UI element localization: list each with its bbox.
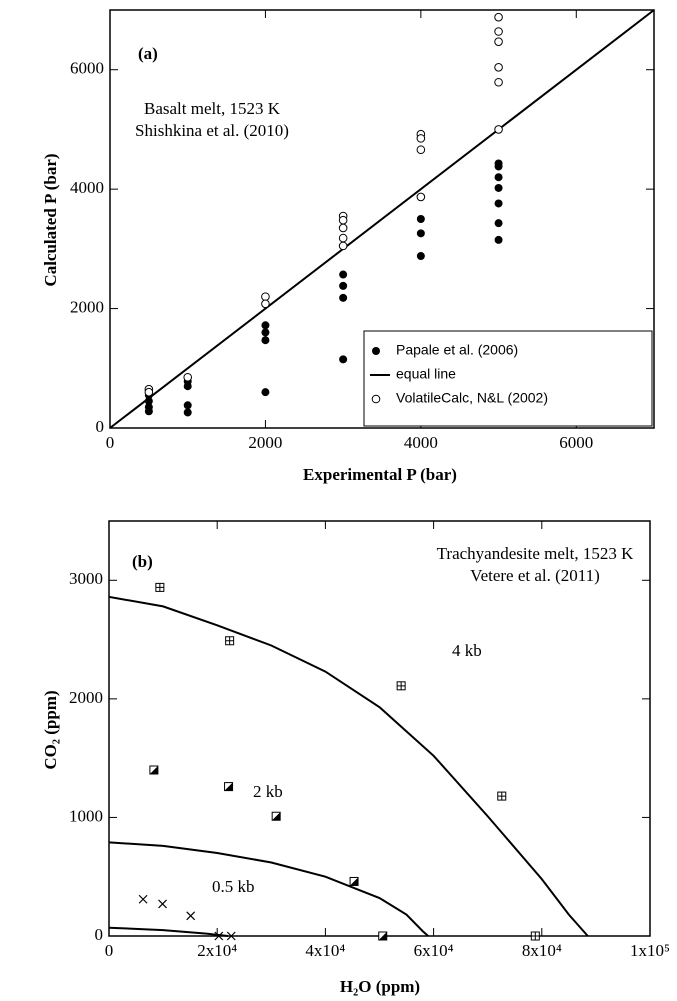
point bbox=[214, 931, 224, 941]
point bbox=[339, 355, 348, 364]
point bbox=[378, 931, 388, 941]
x-tick-label: 6x10⁴ bbox=[414, 941, 454, 960]
point bbox=[494, 37, 503, 46]
point bbox=[349, 876, 359, 886]
x-tick-label: 0 bbox=[105, 941, 114, 960]
legend-box bbox=[363, 330, 653, 427]
y-tick-label: 3000 bbox=[69, 569, 103, 588]
line bbox=[108, 841, 429, 937]
point bbox=[416, 134, 426, 143]
legend-swatch bbox=[371, 394, 381, 404]
point bbox=[494, 183, 503, 192]
annotation: Basalt melt, 1523 K bbox=[144, 99, 281, 118]
x-tick-label: 4x10⁴ bbox=[305, 941, 345, 960]
point bbox=[338, 233, 348, 243]
line bbox=[108, 595, 589, 937]
point bbox=[158, 899, 167, 909]
legend-label: equal line bbox=[396, 366, 456, 382]
point bbox=[183, 382, 192, 391]
point bbox=[494, 219, 503, 228]
point bbox=[261, 388, 270, 397]
legend-label: VolatileCalc, N&L (2002) bbox=[396, 390, 548, 406]
point bbox=[494, 12, 503, 22]
point bbox=[339, 293, 348, 302]
point bbox=[224, 782, 234, 792]
point bbox=[416, 145, 426, 155]
point bbox=[226, 931, 236, 941]
point bbox=[494, 199, 503, 208]
point bbox=[183, 408, 192, 417]
x-tick-label: 6000 bbox=[559, 433, 593, 452]
y-tick-label: 0 bbox=[95, 925, 104, 944]
x-tick-label: 0 bbox=[106, 433, 115, 452]
curve-label: 4 kb bbox=[452, 641, 482, 660]
point bbox=[186, 911, 196, 921]
point bbox=[338, 223, 348, 233]
point bbox=[416, 252, 425, 261]
point bbox=[494, 27, 503, 36]
x-axis-label: H₂O (ppm) bbox=[340, 977, 420, 996]
x-tick-label: 4000 bbox=[404, 433, 438, 452]
y-tick-label: 6000 bbox=[70, 59, 104, 78]
point bbox=[494, 77, 503, 87]
legend: Papale et al. (2006) equal line VolatileCa… bbox=[363, 330, 653, 427]
point bbox=[494, 173, 503, 182]
line bbox=[109, 9, 655, 429]
curve-label: 2 kb bbox=[253, 782, 283, 801]
point bbox=[271, 811, 281, 821]
legend-swatch bbox=[372, 347, 380, 355]
point bbox=[416, 192, 426, 202]
plot-frame bbox=[109, 9, 655, 429]
point bbox=[416, 229, 425, 238]
line bbox=[108, 926, 229, 937]
point bbox=[339, 270, 348, 279]
y-axis-label: Calculated P (bar) bbox=[41, 153, 60, 286]
annotation: Trachyandesite melt, 1523 K bbox=[437, 544, 634, 563]
y-axis-label: CO₂ (ppm) bbox=[41, 690, 60, 769]
point bbox=[149, 765, 159, 775]
point bbox=[494, 162, 503, 171]
x-tick-label: 2000 bbox=[248, 433, 282, 452]
point bbox=[396, 681, 406, 691]
annotation: (b) bbox=[132, 552, 153, 571]
point bbox=[494, 235, 503, 244]
point bbox=[225, 636, 235, 646]
point bbox=[339, 281, 348, 290]
point bbox=[338, 215, 348, 225]
point bbox=[261, 292, 270, 301]
point bbox=[494, 125, 503, 134]
y-tick-label: 4000 bbox=[70, 178, 104, 197]
x-axis-label: Experimental P (bar) bbox=[303, 465, 457, 484]
point bbox=[494, 63, 503, 72]
point bbox=[416, 215, 425, 223]
point bbox=[338, 241, 348, 251]
point bbox=[530, 931, 540, 941]
annotation: Shishkina et al. (2010) bbox=[135, 121, 289, 140]
y-tick-label: 0 bbox=[96, 417, 105, 436]
annotation: (a) bbox=[138, 44, 158, 63]
x-tick-label: 2x10⁴ bbox=[197, 941, 237, 960]
point bbox=[261, 321, 270, 330]
y-tick-label: 2000 bbox=[69, 688, 103, 707]
point bbox=[155, 582, 165, 592]
point bbox=[497, 791, 507, 801]
y-tick-label: 1000 bbox=[69, 806, 103, 825]
point bbox=[144, 387, 154, 397]
x-tick-label: 8x10⁴ bbox=[522, 941, 562, 960]
x-tick-label: 1x10⁵ bbox=[630, 941, 670, 960]
curve-label: 0.5 kb bbox=[212, 877, 255, 896]
point bbox=[138, 894, 148, 904]
legend-label: Papale et al. (2006) bbox=[396, 342, 518, 358]
point bbox=[183, 401, 192, 410]
point bbox=[261, 336, 270, 345]
y-tick-label: 2000 bbox=[70, 297, 104, 316]
point bbox=[183, 372, 193, 382]
point bbox=[144, 407, 153, 416]
point bbox=[261, 328, 270, 337]
point bbox=[261, 299, 270, 309]
annotation: Vetere et al. (2011) bbox=[470, 566, 600, 585]
